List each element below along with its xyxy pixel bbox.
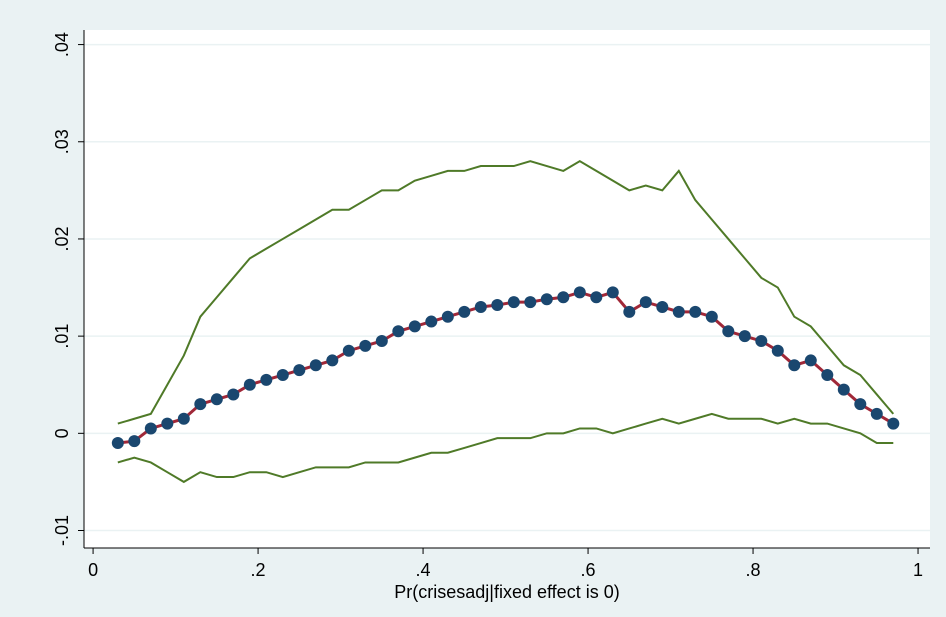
point — [441, 310, 454, 323]
series-line — [117, 160, 895, 425]
point — [573, 286, 586, 299]
point — [623, 305, 636, 318]
point — [342, 344, 355, 357]
point — [606, 286, 619, 299]
x-tick-label: 0 — [88, 560, 98, 580]
point — [309, 359, 322, 372]
x-tick-label: 1 — [913, 560, 923, 580]
point — [392, 325, 405, 338]
point — [689, 305, 702, 318]
point — [243, 378, 256, 391]
x-tick-label: .2 — [251, 560, 266, 580]
x-axis-title: Pr(crisesadj|fixed effect is 0) — [394, 582, 619, 602]
point — [507, 296, 520, 309]
series-line — [117, 412, 894, 484]
point — [359, 339, 372, 352]
point — [111, 437, 124, 450]
point — [128, 435, 141, 448]
point — [210, 393, 223, 406]
y-tick-label: .04 — [52, 32, 72, 57]
point — [491, 299, 504, 312]
point — [260, 373, 273, 386]
point — [705, 310, 718, 323]
y-tick-label: 0 — [52, 428, 72, 438]
point — [837, 383, 850, 396]
point — [408, 320, 421, 333]
point — [326, 354, 339, 367]
point — [194, 398, 207, 411]
plot-area — [84, 30, 930, 548]
point — [804, 354, 817, 367]
point — [276, 369, 289, 382]
point — [672, 305, 685, 318]
point — [144, 422, 157, 435]
point — [293, 364, 306, 377]
point — [771, 344, 784, 357]
point — [227, 388, 240, 401]
point — [458, 305, 471, 318]
point — [474, 300, 487, 313]
x-tick-label: .8 — [746, 560, 761, 580]
x-tick-label: .4 — [416, 560, 431, 580]
x-tick-label: .6 — [581, 560, 596, 580]
point — [524, 296, 537, 309]
point — [590, 291, 603, 304]
point — [788, 359, 801, 372]
point — [887, 417, 900, 430]
point — [656, 300, 669, 313]
point — [722, 325, 735, 338]
point — [639, 296, 652, 309]
point — [755, 334, 768, 347]
point — [870, 407, 883, 420]
point — [821, 369, 834, 382]
point — [540, 293, 553, 306]
point — [738, 330, 751, 343]
point — [854, 398, 867, 411]
point — [161, 417, 174, 430]
y-tick-label: -.01 — [52, 515, 72, 546]
point — [557, 291, 570, 304]
point — [177, 412, 190, 425]
point — [425, 315, 438, 328]
y-tick-label: .02 — [52, 226, 72, 251]
y-tick-label: .03 — [52, 129, 72, 154]
point — [375, 334, 388, 347]
y-tick-label: .01 — [52, 324, 72, 349]
